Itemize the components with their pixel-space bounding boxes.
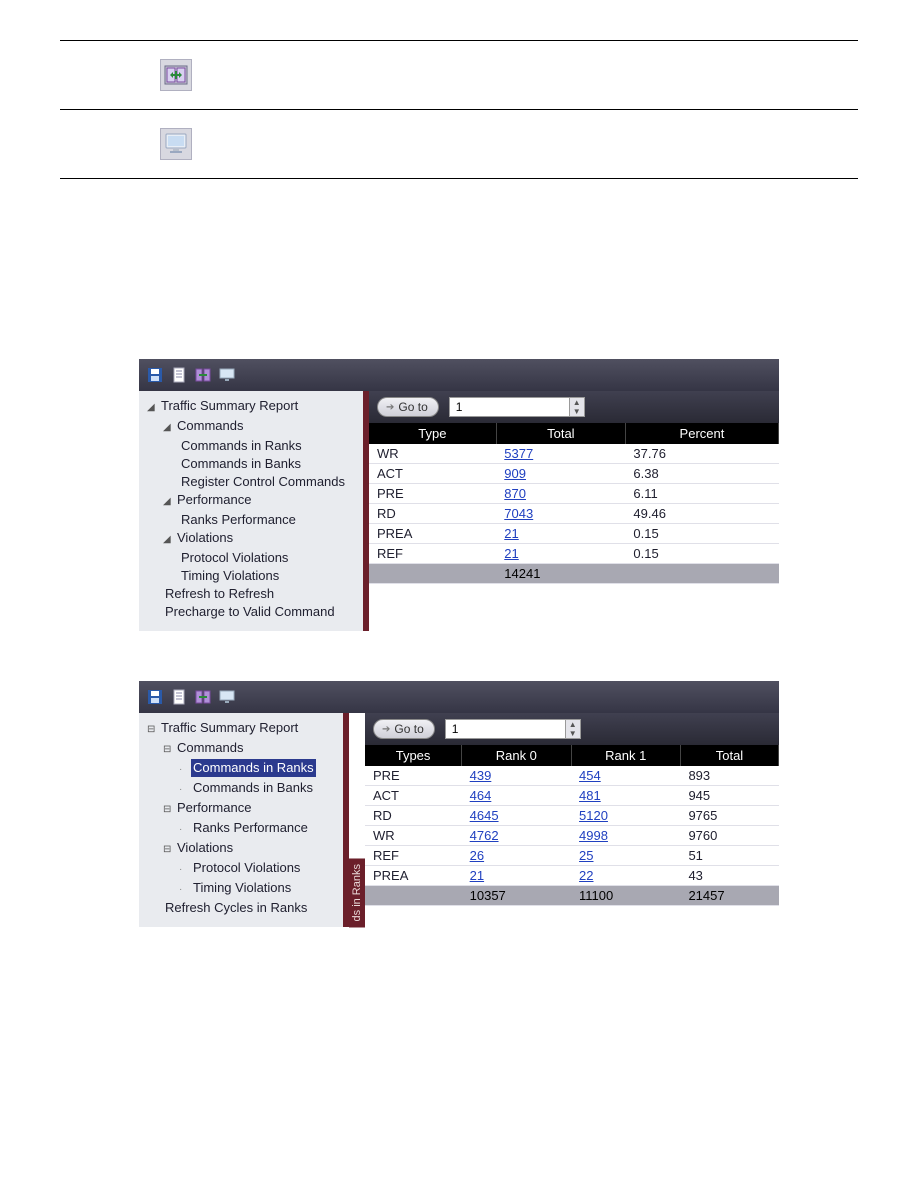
table-body: WR537737.76 ACT9096.38 PRE8706.11 RD7043… (369, 444, 779, 584)
page-input[interactable] (449, 397, 569, 417)
table-row: WR537737.76 (369, 444, 779, 464)
tree-reg-ctrl[interactable]: Register Control Commands (179, 473, 347, 491)
goto-arrow-icon: ➔ (386, 402, 394, 413)
table-row: ACT9096.38 (369, 464, 779, 484)
tree-ranks-perf[interactable]: Ranks Performance (191, 819, 310, 837)
table-row: PREA212243 (365, 866, 779, 886)
table-row: REF210.15 (369, 544, 779, 564)
save-icon[interactable] (145, 365, 165, 385)
screenshot-commands: ◢Traffic Summary Report ◢Commands Comman… (139, 359, 779, 631)
spin-down-icon[interactable]: ▼ (566, 729, 580, 738)
page-spinner[interactable]: ▲▼ (445, 719, 581, 739)
col-types: Types (365, 745, 462, 766)
table-row: WR476249989760 (365, 826, 779, 846)
table-totals: 103571110021457 (365, 886, 779, 906)
tree-performance[interactable]: Performance (175, 799, 253, 817)
ranks-table: Types Rank 0 Rank 1 Total PRE439454893 A… (365, 745, 779, 906)
goto-label: Go to (394, 722, 423, 736)
table-totals: 14241 (369, 564, 779, 584)
icon-row-1 (60, 41, 858, 110)
col-rank1: Rank 1 (571, 745, 680, 766)
doc-icon[interactable] (169, 687, 189, 707)
icon-row-2 (60, 110, 858, 179)
adjust-icon (160, 59, 192, 91)
table-row: PREA210.15 (369, 524, 779, 544)
tree-commands[interactable]: Commands (175, 739, 245, 757)
tree-violations[interactable]: Violations (175, 529, 235, 547)
adjust-icon[interactable] (193, 687, 213, 707)
tree-view[interactable]: ⊟Traffic Summary Report ⊟Commands ·Comma… (139, 713, 349, 927)
monitor-icon[interactable] (217, 687, 237, 707)
tree-performance[interactable]: Performance (175, 491, 253, 509)
tree-root[interactable]: Traffic Summary Report (159, 719, 300, 737)
spin-up-icon[interactable]: ▲ (566, 720, 580, 729)
tree-cmds-banks[interactable]: Commands in Banks (191, 779, 315, 797)
table-pane: ➔ Go to ▲▼ Type Total Percent WR537737.76… (369, 391, 779, 631)
col-percent: Percent (625, 423, 778, 444)
screenshot-ranks: ⊟Traffic Summary Report ⊟Commands ·Comma… (139, 681, 779, 927)
commands-table: Type Total Percent WR537737.76 ACT9096.3… (369, 423, 779, 584)
tree-precharge[interactable]: Precharge to Valid Command (163, 603, 337, 621)
table-row: RD464551209765 (365, 806, 779, 826)
col-rank0: Rank 0 (462, 745, 571, 766)
tree-cmds-banks[interactable]: Commands in Banks (179, 455, 303, 473)
col-type: Type (369, 423, 496, 444)
table-row: REF262551 (365, 846, 779, 866)
toolbar (139, 359, 779, 391)
table-toolbar: ➔ Go to ▲▼ (369, 391, 779, 423)
page-input[interactable] (445, 719, 565, 739)
goto-button[interactable]: ➔ Go to (373, 719, 435, 739)
tree-proto-v[interactable]: Protocol Violations (179, 549, 290, 567)
save-icon[interactable] (145, 687, 165, 707)
tree-view[interactable]: ◢Traffic Summary Report ◢Commands Comman… (139, 391, 369, 631)
doc-icon[interactable] (169, 365, 189, 385)
table-row: PRE439454893 (365, 766, 779, 786)
adjust-icon[interactable] (193, 365, 213, 385)
table-row: RD704349.46 (369, 504, 779, 524)
tree-r2r[interactable]: Refresh to Refresh (163, 585, 276, 603)
table-pane: ➔ Go to ▲▼ Types Rank 0 Rank 1 Total PRE4… (365, 713, 779, 927)
goto-button[interactable]: ➔ Go to (377, 397, 439, 417)
monitor-icon[interactable] (217, 365, 237, 385)
tree-cmds-ranks[interactable]: Commands in Ranks (191, 759, 316, 777)
table-row: ACT464481945 (365, 786, 779, 806)
goto-label: Go to (398, 400, 427, 414)
vertical-tab[interactable]: ds in Ranks (349, 858, 365, 927)
table-toolbar: ➔ Go to ▲▼ (365, 713, 779, 745)
table-body: PRE439454893 ACT464481945 RD464551209765… (365, 766, 779, 906)
tree-commands[interactable]: Commands (175, 417, 245, 435)
tree-violations[interactable]: Violations (175, 839, 235, 857)
page-spinner[interactable]: ▲▼ (449, 397, 585, 417)
spin-down-icon[interactable]: ▼ (570, 407, 584, 416)
tree-root[interactable]: Traffic Summary Report (159, 397, 300, 415)
tree-timing-v[interactable]: Timing Violations (191, 879, 293, 897)
tree-timing-v[interactable]: Timing Violations (179, 567, 281, 585)
toolbar (139, 681, 779, 713)
tree-refresh-cycles[interactable]: Refresh Cycles in Ranks (163, 899, 309, 917)
tree-cmds-ranks[interactable]: Commands in Ranks (179, 437, 304, 455)
tree-ranks-perf[interactable]: Ranks Performance (179, 511, 298, 529)
spin-up-icon[interactable]: ▲ (570, 398, 584, 407)
col-total: Total (496, 423, 625, 444)
table-row: PRE8706.11 (369, 484, 779, 504)
col-total: Total (680, 745, 778, 766)
tree-proto-v[interactable]: Protocol Violations (191, 859, 302, 877)
monitor-icon (160, 128, 192, 160)
goto-arrow-icon: ➔ (382, 724, 390, 735)
